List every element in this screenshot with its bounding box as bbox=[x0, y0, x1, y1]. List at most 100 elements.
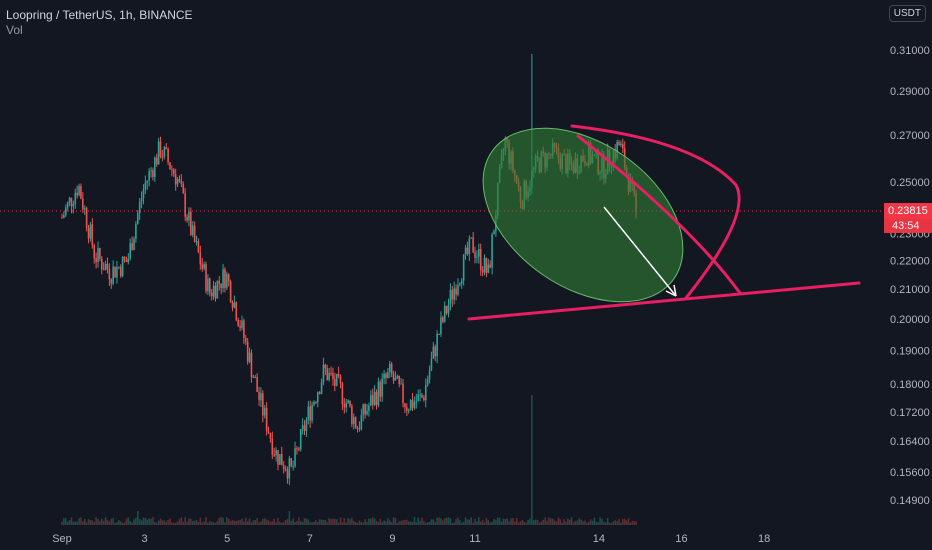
volume-bar bbox=[449, 518, 452, 525]
volume-bar bbox=[479, 521, 482, 525]
price-tick-label: 0.20000 bbox=[890, 314, 930, 326]
candle-body bbox=[116, 267, 118, 278]
volume-bar bbox=[625, 520, 628, 525]
currency-badge[interactable]: USDT bbox=[888, 5, 926, 22]
candle-body bbox=[390, 363, 393, 374]
volume-bar bbox=[519, 521, 522, 525]
candle-body bbox=[171, 169, 173, 171]
time-tick-label: Sep bbox=[52, 533, 72, 545]
volume-bar bbox=[476, 521, 478, 525]
volume-bar bbox=[411, 521, 414, 525]
candle-body bbox=[449, 289, 452, 305]
volume-bar bbox=[244, 517, 247, 525]
volume-bar bbox=[561, 522, 563, 525]
candle-body bbox=[443, 305, 446, 322]
volume-bar bbox=[180, 517, 183, 525]
candle-body bbox=[493, 230, 495, 235]
volume-bar bbox=[506, 518, 509, 525]
volume-bar bbox=[85, 522, 88, 525]
volume-bar bbox=[434, 522, 437, 525]
candle-body bbox=[298, 448, 300, 450]
candle-body bbox=[152, 170, 154, 177]
candle-body bbox=[169, 162, 171, 170]
current-price-tag: 0.23815 bbox=[884, 203, 932, 219]
volume-bar bbox=[74, 521, 77, 525]
volume-bar bbox=[345, 522, 347, 525]
candle-body bbox=[371, 395, 374, 405]
consolidation-ellipse[interactable] bbox=[451, 92, 715, 337]
candle-body bbox=[174, 174, 177, 185]
candle-body bbox=[459, 283, 461, 286]
volume-bar bbox=[148, 518, 150, 525]
volume-bar bbox=[445, 517, 448, 525]
diagonal-resistance-line[interactable] bbox=[576, 134, 742, 295]
volume-bar bbox=[525, 522, 527, 525]
volume-bar bbox=[599, 517, 601, 525]
candle-body bbox=[110, 279, 113, 284]
volume-bar bbox=[631, 520, 634, 525]
candle-body bbox=[485, 257, 488, 273]
candle-body bbox=[180, 181, 183, 185]
candle-body bbox=[102, 269, 105, 271]
symbol-header[interactable]: Loopring / TetherUS, 1h, BINANCE bbox=[6, 8, 193, 22]
candle-body bbox=[447, 304, 450, 314]
volume-bar bbox=[568, 519, 571, 525]
volume-bar bbox=[606, 517, 609, 525]
volume-bar bbox=[144, 518, 147, 525]
volume-bar bbox=[299, 521, 302, 525]
price-tick-label: 0.27000 bbox=[890, 130, 930, 142]
volume-bar bbox=[142, 517, 145, 525]
resistance-curve[interactable] bbox=[570, 124, 741, 300]
volume-bar bbox=[193, 520, 196, 525]
volume-bar bbox=[328, 518, 330, 525]
volume-bar bbox=[538, 522, 541, 525]
candle-body bbox=[233, 302, 236, 308]
candle-body bbox=[148, 171, 150, 181]
price-axis[interactable]: 0.310000.290000.270000.250000.230000.220… bbox=[890, 45, 930, 507]
time-axis[interactable]: Sep 3 5 7 9 11 14 16 18 bbox=[52, 533, 770, 545]
candle-body bbox=[438, 333, 440, 335]
candle-body bbox=[144, 182, 147, 190]
candle-body bbox=[387, 371, 389, 378]
candle-body bbox=[315, 402, 317, 404]
volume-bar bbox=[396, 522, 399, 525]
candle-body bbox=[424, 385, 427, 401]
volume-bar bbox=[269, 521, 272, 525]
candle-body bbox=[231, 302, 234, 308]
volume-bar bbox=[595, 521, 598, 525]
volume-bar bbox=[529, 518, 531, 525]
volume-bar bbox=[616, 521, 618, 525]
volume-bar bbox=[320, 519, 323, 525]
annotations[interactable] bbox=[451, 92, 861, 337]
volume-bar bbox=[582, 521, 584, 525]
volume-bar bbox=[174, 522, 177, 525]
candle-body bbox=[309, 406, 311, 421]
volume-bar bbox=[593, 517, 596, 525]
candle-body bbox=[364, 404, 366, 415]
price-tick-label: 0.15600 bbox=[890, 467, 930, 479]
volume-bar bbox=[66, 521, 69, 525]
candle-body bbox=[262, 393, 264, 416]
candle-body bbox=[112, 266, 114, 284]
support-trendline[interactable] bbox=[467, 281, 861, 321]
candle-body bbox=[99, 247, 101, 259]
time-tick-label: 14 bbox=[593, 533, 605, 545]
volume-bar bbox=[548, 517, 550, 525]
candle-body bbox=[481, 270, 484, 273]
volume-bar bbox=[415, 522, 418, 525]
candle-body bbox=[172, 169, 175, 175]
volume-bar bbox=[498, 517, 501, 525]
volume-bar bbox=[334, 518, 336, 525]
volume-bar bbox=[360, 522, 363, 525]
volume-bar bbox=[280, 522, 283, 525]
volume-bar bbox=[432, 519, 435, 525]
candle-body bbox=[114, 266, 116, 278]
volume-bar bbox=[455, 519, 457, 525]
volume-bar bbox=[517, 522, 520, 525]
candle-body bbox=[118, 266, 120, 268]
candle-body bbox=[123, 256, 126, 260]
volume-bar bbox=[161, 520, 164, 525]
projection-arrow[interactable] bbox=[603, 206, 677, 297]
volume-bar bbox=[271, 521, 274, 525]
